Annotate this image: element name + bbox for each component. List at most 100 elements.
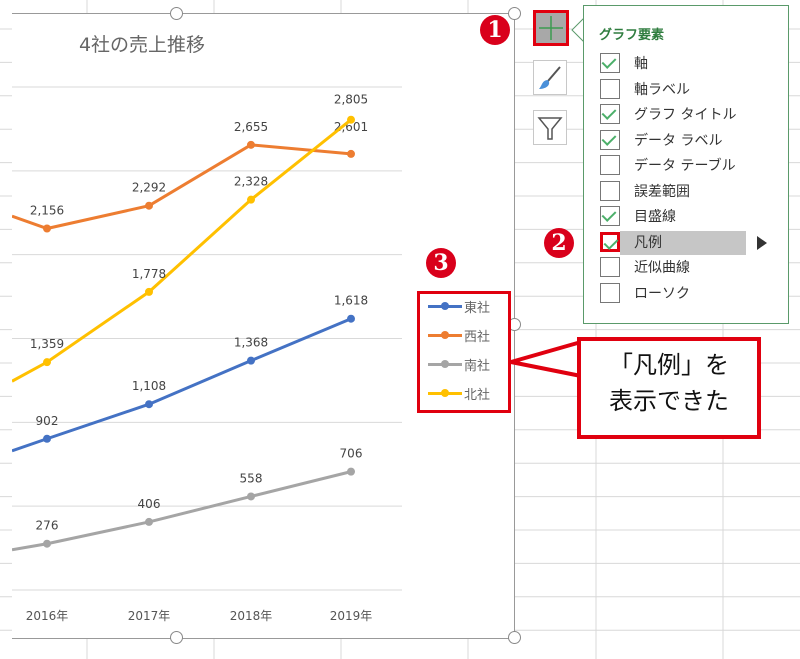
- panel-pointer: [571, 18, 585, 42]
- data-label: 1,618: [334, 294, 368, 308]
- data-point[interactable]: [247, 140, 255, 149]
- checkbox[interactable]: [600, 257, 620, 277]
- panel-title: グラフ要素: [599, 28, 665, 43]
- data-label: 902: [36, 414, 59, 428]
- checkbox[interactable]: [600, 53, 620, 73]
- step-badge-2: 2: [544, 228, 574, 258]
- data-label: 406: [138, 497, 161, 511]
- x-tick-label: 2018年: [230, 609, 273, 623]
- data-point[interactable]: [145, 517, 153, 526]
- resize-handle-bottom[interactable]: [170, 631, 183, 644]
- data-point[interactable]: [247, 195, 255, 204]
- checkbox[interactable]: [600, 180, 620, 201]
- chart-element-option[interactable]: 軸ラベル: [600, 78, 780, 100]
- option-label: データ テーブル: [634, 158, 736, 174]
- chart-element-option[interactable]: 凡例: [600, 230, 780, 255]
- data-point[interactable]: [145, 287, 153, 296]
- legend-label: 西社: [464, 329, 491, 345]
- data-label: 2,601: [334, 120, 368, 134]
- callout-line1: 「凡例」を: [609, 351, 729, 379]
- data-point[interactable]: [347, 314, 355, 323]
- step-badge-3: 3: [426, 248, 456, 278]
- legend-marker: [428, 388, 462, 397]
- resize-handle-top[interactable]: [170, 7, 183, 20]
- legend-label: 東社: [464, 300, 491, 316]
- chart-title[interactable]: 4社の売上推移: [79, 34, 205, 56]
- checkbox[interactable]: [600, 129, 620, 150]
- data-point[interactable]: [347, 115, 355, 124]
- legend-item[interactable]: 南社: [428, 354, 490, 374]
- data-point[interactable]: [145, 400, 153, 409]
- checkbox[interactable]: [600, 206, 620, 226]
- legend-label: 北社: [464, 387, 491, 403]
- data-label: 2,655: [234, 120, 268, 134]
- option-label: 目盛線: [634, 209, 676, 225]
- legend-label: 南社: [464, 358, 491, 374]
- checkbox[interactable]: [600, 78, 620, 99]
- option-label: グラフ タイトル: [634, 107, 737, 123]
- legend-marker: [428, 330, 462, 339]
- data-label: 2,328: [234, 175, 268, 189]
- data-label: 2,156: [30, 204, 64, 218]
- callout-box: 「凡例」を 表示できた: [577, 337, 761, 439]
- data-point[interactable]: [347, 149, 355, 158]
- chart-element-option[interactable]: データ テーブル: [600, 154, 780, 176]
- chart-element-option[interactable]: ローソク: [600, 282, 780, 304]
- legend-marker: [428, 301, 462, 310]
- option-label: 近似曲線: [634, 260, 690, 276]
- data-label: 2,292: [132, 181, 166, 195]
- chart-filters-button[interactable]: [533, 110, 567, 145]
- data-label: 276: [36, 519, 59, 533]
- data-point[interactable]: [43, 434, 51, 443]
- legend-item[interactable]: 東社: [428, 296, 490, 316]
- data-point[interactable]: [145, 201, 153, 210]
- option-label: 誤差範囲: [634, 183, 690, 200]
- plus-icon: [539, 16, 563, 40]
- data-label: 1,359: [30, 337, 64, 351]
- data-label: 1,368: [234, 336, 268, 350]
- checkbox[interactable]: [600, 104, 620, 124]
- data-label: 2,805: [334, 93, 368, 107]
- chart-styles-button[interactable]: [533, 60, 567, 95]
- data-point[interactable]: [247, 492, 255, 501]
- data-label: 558: [240, 471, 263, 485]
- x-tick-label: 2017年: [128, 609, 171, 623]
- data-point[interactable]: [43, 224, 51, 233]
- step-badge-1: 1: [480, 15, 510, 45]
- option-label: 軸: [634, 56, 648, 72]
- chart-element-option[interactable]: 近似曲線: [600, 256, 780, 278]
- chart-element-option[interactable]: 目盛線: [600, 205, 780, 227]
- line-chart: 4社の売上推移 2016年 2017年 2018年 2019年 902 1,108 1,368…: [12, 34, 402, 623]
- legend-marker: [428, 359, 462, 368]
- chart-element-option[interactable]: グラフ タイトル: [600, 103, 780, 125]
- data-point[interactable]: [43, 539, 51, 548]
- checkbox[interactable]: [600, 231, 620, 252]
- data-label: 1,778: [132, 267, 166, 281]
- chart-element-option[interactable]: 軸: [600, 52, 780, 74]
- chart-element-option[interactable]: 誤差範囲: [600, 180, 780, 202]
- resize-handle-top-right[interactable]: [508, 7, 521, 20]
- checkbox[interactable]: [600, 155, 620, 175]
- data-point[interactable]: [247, 356, 255, 365]
- callout-pointer: [510, 340, 582, 378]
- x-tick-label: 2019年: [330, 609, 373, 623]
- data-label: 706: [340, 447, 363, 461]
- chart-elements-button[interactable]: [533, 10, 569, 46]
- chart-element-option[interactable]: データ ラベル: [600, 129, 780, 151]
- data-point[interactable]: [347, 467, 355, 476]
- chart-elements-panel: グラフ要素 軸軸ラベルグラフ タイトル データ ラベル データ テーブル 誤差範囲目盛…: [583, 5, 789, 324]
- submenu-arrow-icon[interactable]: [756, 235, 768, 251]
- data-label: 1,108: [132, 379, 166, 393]
- resize-handle-bottom-right[interactable]: [508, 631, 521, 644]
- option-label: ローソク: [634, 285, 690, 302]
- legend-item[interactable]: 西社: [428, 325, 490, 345]
- checkbox[interactable]: [600, 282, 620, 303]
- data-point[interactable]: [43, 358, 51, 367]
- legend-item[interactable]: 北社: [428, 383, 490, 403]
- funnel-icon: [537, 116, 563, 140]
- option-label: データ ラベル: [634, 132, 723, 149]
- brush-icon: [539, 65, 561, 89]
- series-line: [12, 470, 352, 552]
- chart-legend[interactable]: 東社 西社 南社 北社: [417, 291, 511, 413]
- option-label: 軸ラベル: [634, 81, 690, 98]
